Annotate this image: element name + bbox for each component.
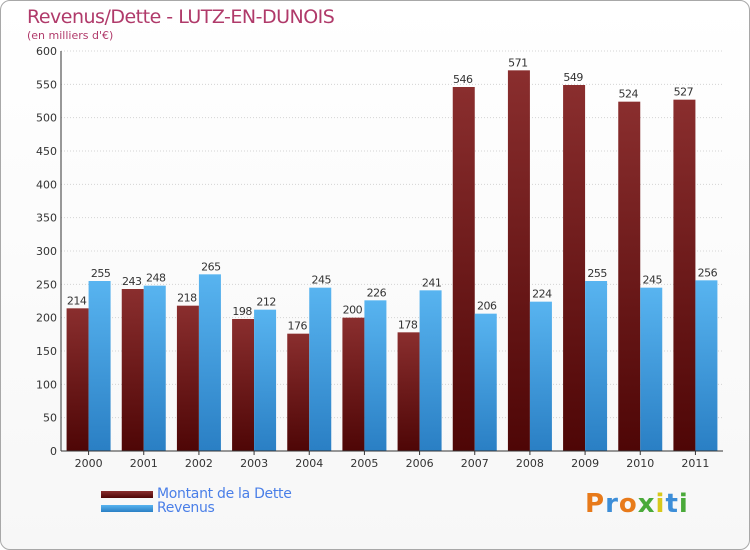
bar-debt	[176, 305, 199, 451]
bar-revenus	[88, 281, 111, 451]
logo-letter: i	[678, 489, 689, 519]
x-tick-label: 2000	[75, 457, 103, 470]
data-label: 245	[643, 274, 663, 287]
y-tick-label: 500	[36, 112, 57, 125]
y-tick-label: 150	[36, 345, 57, 358]
y-tick-label: 450	[36, 145, 57, 158]
y-tick-label: 600	[36, 45, 57, 58]
y-tick-label: 350	[36, 212, 57, 225]
bar-debt	[232, 319, 255, 451]
y-tick-label: 100	[36, 378, 57, 391]
chart-title: Revenus/Dette - LUTZ-EN-DUNOIS	[27, 6, 335, 28]
data-label: 524	[619, 88, 639, 101]
legend-item-revenus: Revenus	[101, 500, 292, 516]
data-label: 245	[312, 274, 332, 287]
bar-revenus	[143, 285, 166, 451]
y-tick-label: 550	[36, 78, 57, 91]
x-tick-label: 2004	[295, 457, 323, 470]
data-label: 224	[532, 288, 552, 301]
bar-debt	[287, 333, 310, 451]
data-label: 546	[453, 73, 473, 86]
y-tick-label: 300	[36, 245, 57, 258]
x-tick-label: 2010	[626, 457, 654, 470]
legend-item-debt: Montant de la Dette	[101, 486, 292, 502]
y-tick-label: 0	[50, 445, 57, 458]
bar-debt	[507, 70, 530, 451]
bar-revenus	[585, 281, 608, 451]
legend-swatch-revenus	[101, 504, 153, 512]
logo-letter: P	[585, 489, 606, 519]
x-tick-label: 2002	[185, 457, 213, 470]
y-tick-label: 400	[36, 178, 57, 191]
x-tick-label: 2006	[406, 457, 434, 470]
data-label: 226	[367, 286, 387, 299]
data-label: 255	[91, 267, 111, 280]
data-label: 176	[288, 320, 308, 333]
data-label: 549	[563, 71, 583, 84]
logo-letter: r	[605, 489, 619, 519]
data-label: 241	[422, 276, 442, 289]
bar-debt	[66, 308, 89, 451]
data-label: 198	[232, 305, 252, 318]
bar-debt	[121, 289, 144, 451]
x-tick-label: 2011	[681, 457, 709, 470]
data-label: 256	[698, 266, 718, 279]
bar-debt	[397, 332, 420, 451]
legend-label-debt: Montant de la Dette	[157, 486, 292, 502]
data-label: 214	[67, 294, 87, 307]
data-label: 218	[177, 292, 197, 305]
y-tick-label: 200	[36, 312, 57, 325]
bar-revenus	[640, 287, 663, 451]
bar-revenus	[695, 280, 718, 451]
bar-revenus	[198, 274, 221, 451]
data-label: 200	[343, 304, 363, 317]
data-label: 571	[508, 56, 528, 69]
x-tick-label: 2001	[130, 457, 158, 470]
x-tick-label: 2005	[350, 457, 378, 470]
logo-letter: x	[637, 489, 656, 519]
data-label: 248	[146, 272, 166, 285]
legend-label-revenus: Revenus	[157, 500, 215, 516]
bar-debt	[563, 85, 586, 451]
x-tick-label: 2009	[571, 457, 599, 470]
bar-revenus	[254, 309, 277, 451]
logo-letter: i	[655, 489, 666, 519]
data-label: 243	[122, 275, 142, 288]
bar-revenus	[474, 313, 497, 451]
data-label: 178	[398, 318, 418, 331]
proxiti-logo: Proxiti	[585, 489, 689, 519]
legend-swatch-debt	[101, 490, 153, 498]
x-tick-label: 2007	[461, 457, 489, 470]
y-tick-label: 250	[36, 278, 57, 291]
legend: Montant de la Dette Revenus	[101, 486, 292, 516]
bar-revenus	[309, 287, 332, 451]
data-label: 212	[256, 296, 276, 309]
data-label: 265	[201, 260, 221, 273]
bar-debt	[673, 99, 696, 452]
bar-debt	[452, 87, 475, 451]
logo-letter: o	[618, 489, 638, 519]
bar-debt	[618, 101, 641, 452]
x-tick-label: 2008	[516, 457, 544, 470]
data-label: 255	[587, 267, 607, 280]
y-tick-label: 50	[43, 412, 57, 425]
x-tick-label: 2003	[240, 457, 268, 470]
chart-subtitle: (en milliers d'€)	[27, 29, 114, 42]
bar-revenus	[364, 300, 387, 451]
data-label: 206	[477, 300, 497, 313]
bar-revenus	[529, 301, 552, 451]
bar-revenus	[419, 290, 442, 451]
bar-debt	[342, 317, 365, 451]
logo-letter: t	[665, 489, 679, 519]
data-label: 527	[674, 86, 694, 99]
